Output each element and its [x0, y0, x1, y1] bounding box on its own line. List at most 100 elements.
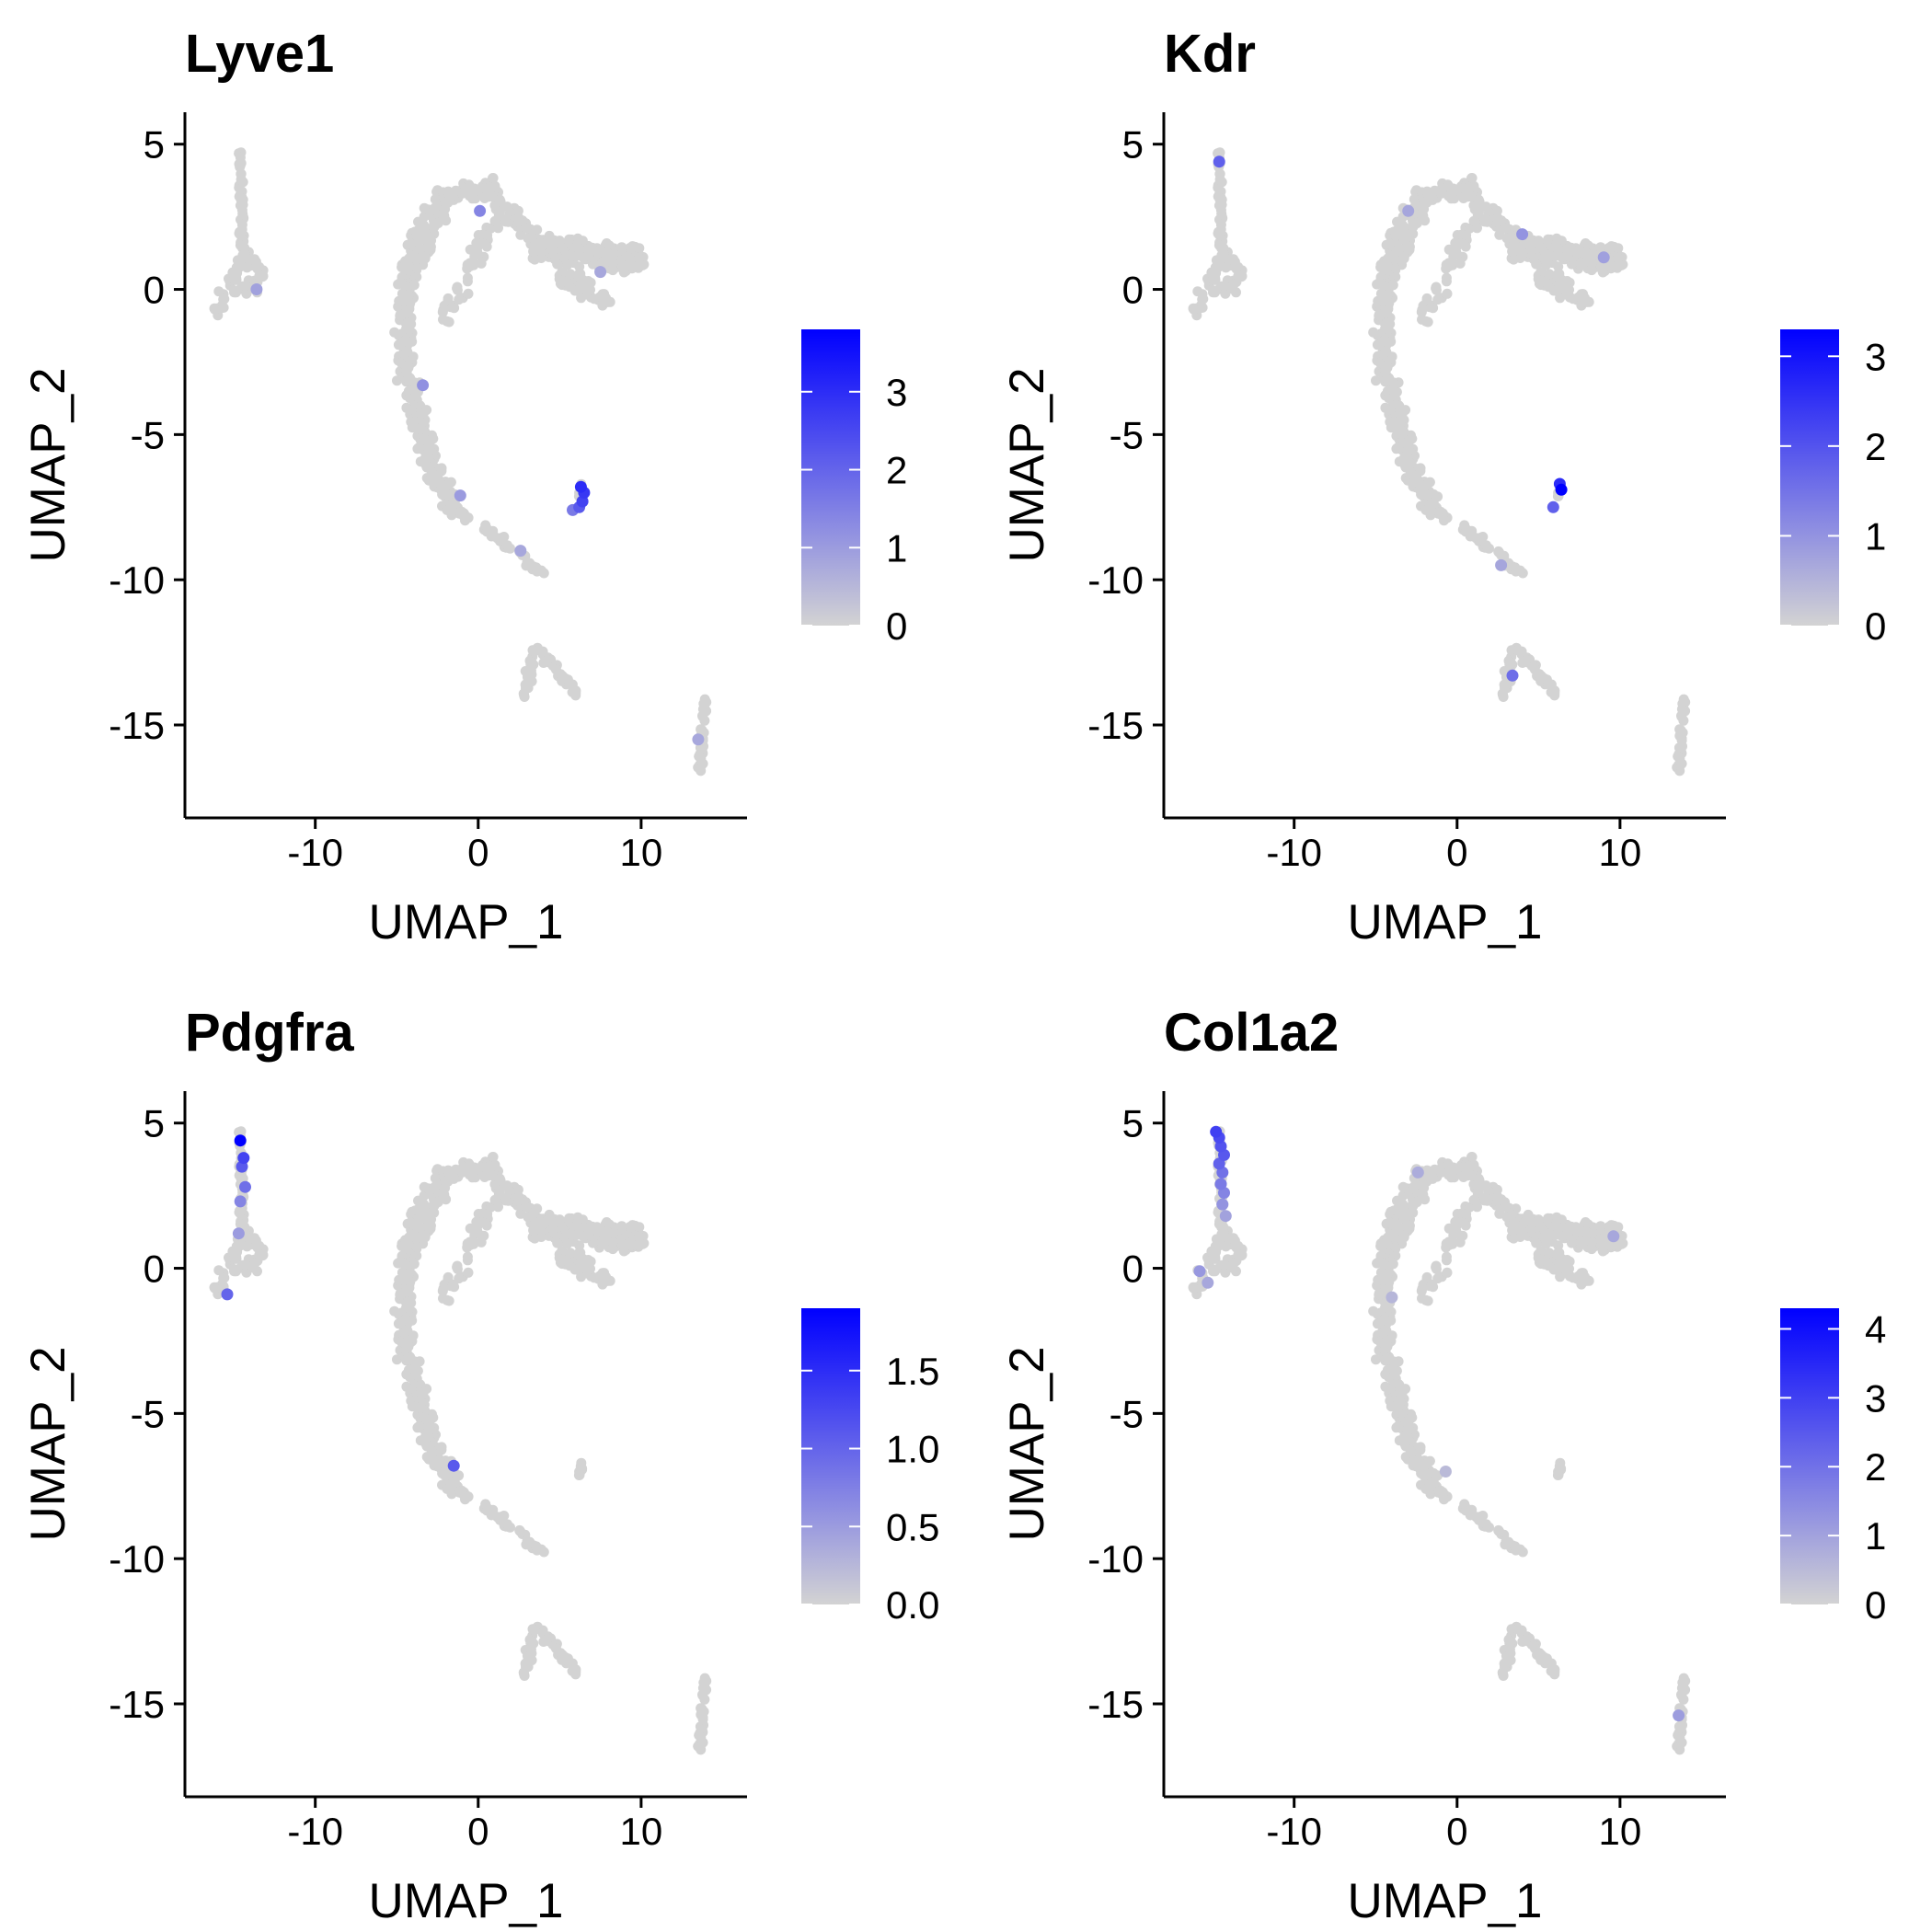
cell-point: [1466, 1152, 1478, 1162]
cell-point: [1541, 674, 1552, 685]
x-tick-label: 0: [1446, 1810, 1467, 1853]
cell-point: [1368, 1305, 1379, 1317]
cell-point: [234, 191, 245, 202]
cell-point: [1600, 261, 1611, 272]
cell-point: [1550, 241, 1561, 252]
cell-point: [1556, 1255, 1567, 1266]
cell-point: [565, 1228, 576, 1239]
cell-point: [1208, 1264, 1219, 1275]
cell-point: [565, 249, 576, 260]
cell-point: [467, 1172, 477, 1183]
colorbar-tick-label: 0.5: [886, 1505, 939, 1548]
cell-point: [1676, 704, 1687, 715]
cell-point: [1442, 1267, 1453, 1278]
cell-point: [1535, 275, 1546, 286]
cell-point: [1375, 279, 1386, 290]
cell-point: [399, 1328, 410, 1339]
expressing-cell-point: [692, 733, 705, 746]
cell-point: [1406, 1446, 1417, 1457]
cell-point: [1387, 377, 1398, 388]
cell-point: [1455, 1162, 1466, 1172]
cell-point: [562, 259, 573, 270]
cell-point: [522, 557, 533, 568]
cell-point: [1216, 1229, 1227, 1239]
cell-point: [1404, 1220, 1415, 1231]
cell-point: [408, 280, 420, 291]
colorbar-tick-label: 0: [1865, 1583, 1886, 1627]
cell-cloud: [209, 1126, 712, 1755]
colorbar-tick-label: 3: [1865, 335, 1886, 378]
cell-point: [595, 1238, 606, 1249]
cell-point: [1391, 225, 1401, 236]
cell-point: [476, 183, 487, 193]
cell-point: [1379, 336, 1390, 347]
cell-point: [495, 534, 506, 545]
cell-point: [1574, 259, 1585, 270]
cell-point: [1673, 751, 1684, 762]
y-axis-title: UMAP_2: [21, 367, 75, 562]
expressing-cell-point: [1402, 204, 1415, 217]
cell-point: [406, 1217, 416, 1228]
cell-point: [1375, 1258, 1386, 1269]
colorbar-tick-label: 1: [1865, 1514, 1886, 1558]
colorbar-tick-label: 0.0: [886, 1583, 939, 1627]
cell-point: [1521, 655, 1532, 666]
cell-point: [1676, 1690, 1687, 1701]
cell-point: [415, 1380, 426, 1390]
panel-title: Lyve1: [185, 24, 334, 84]
cell-point: [554, 236, 565, 247]
cell-point: [1595, 242, 1606, 253]
cell-point: [416, 1387, 427, 1398]
y-tick-label: -5: [131, 1392, 165, 1435]
cell-point: [1465, 526, 1476, 536]
colorbar-tick-label: 0: [1865, 604, 1886, 648]
cell-point: [1418, 211, 1429, 221]
cell-point: [1510, 1541, 1521, 1552]
cell-point: [439, 1190, 450, 1200]
cell-point: [236, 227, 247, 238]
cell-point: [1508, 254, 1519, 265]
cell-point: [1612, 252, 1623, 263]
cell-point: [1429, 185, 1440, 196]
cell-point: [1214, 227, 1225, 238]
cell-point: [242, 262, 252, 273]
cell-point: [562, 1238, 573, 1249]
expressing-cell-point: [417, 379, 430, 392]
cell-point: [565, 269, 576, 280]
cell-point: [1600, 1240, 1611, 1251]
y-tick-label: 5: [1122, 123, 1144, 167]
cell-point: [242, 1241, 252, 1252]
cell-point: [1676, 1683, 1687, 1694]
cell-point: [430, 194, 441, 205]
cell-point: [1228, 279, 1239, 290]
cell-point: [420, 1439, 431, 1450]
cell-point: [236, 1206, 247, 1217]
cell-point: [1446, 1238, 1457, 1249]
cell-point: [406, 1229, 417, 1240]
cell-point: [1583, 249, 1594, 259]
cell-point: [400, 336, 411, 347]
cell-point: [482, 1209, 493, 1219]
expressing-cell-point: [594, 266, 607, 279]
cell-point: [443, 316, 454, 328]
cell-point: [1215, 219, 1226, 230]
cell-point: [486, 526, 497, 536]
cell-point: [450, 1164, 461, 1175]
cell-point: [427, 1446, 438, 1457]
cell-point: [240, 1259, 251, 1271]
cell-point: [435, 1457, 446, 1468]
cell-point: [427, 467, 438, 478]
cell-point: [573, 1265, 584, 1276]
cell-point: [634, 243, 645, 254]
cell-point: [452, 284, 463, 295]
cell-point: [1503, 1655, 1514, 1666]
cell-point: [1375, 1241, 1386, 1251]
cell-point: [1571, 1226, 1582, 1237]
y-tick-label: -15: [109, 1683, 165, 1726]
cell-point: [1568, 293, 1579, 305]
cell-point: [482, 230, 493, 240]
cell-point: [400, 1315, 411, 1326]
x-tick-label: -10: [287, 1810, 343, 1853]
cell-point: [1480, 1519, 1491, 1530]
cell-point: [467, 1238, 478, 1249]
